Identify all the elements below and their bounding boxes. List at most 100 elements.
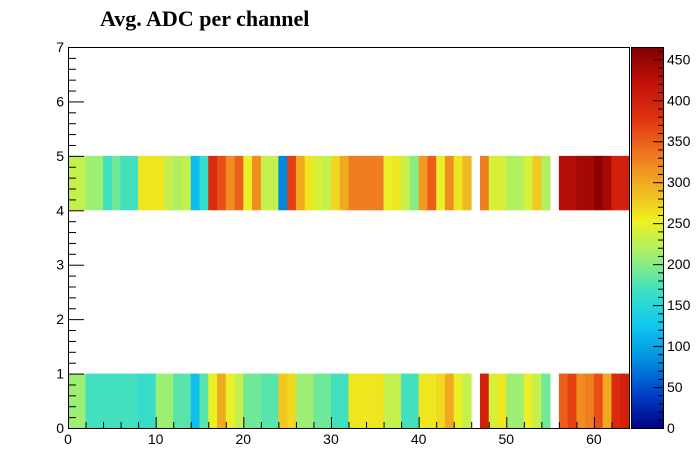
y-tick-label: 5 [56,148,64,164]
heatmap-cells [68,155,630,428]
palette-band [631,345,663,350]
heatmap-cell [418,155,428,211]
heatmap-cell [593,155,604,211]
heatmap-cell [558,155,569,211]
palette-band [631,199,663,204]
palette-band [631,75,663,80]
heatmap-cell [138,155,148,211]
heatmap-cell [374,155,384,211]
palette-band [631,358,663,362]
heatmap-cell [94,373,104,428]
palette-band [631,310,663,315]
heatmap-cell [330,155,341,211]
palette-band [631,227,663,232]
x-tick-label: 0 [64,431,72,447]
palette-band [631,148,663,153]
heatmap-cell [593,373,604,428]
heatmap-cell [401,373,411,428]
palette-band [631,81,663,86]
palette-band [631,221,663,226]
colorbar-tick-label: 150 [667,297,691,313]
palette-band [631,332,663,337]
palette-band [631,247,663,251]
heatmap-cell [383,373,393,428]
heatmap-cell [313,155,323,211]
heatmap-cell [567,373,577,428]
heatmap-cell [129,373,139,428]
y-tick-label: 6 [56,93,64,109]
heatmap-cell [76,373,86,428]
y-tick-label: 1 [56,366,64,382]
palette-band [631,56,663,61]
heatmap-cell [366,155,376,211]
heatmap-cell [146,373,157,428]
heatmap-cell [94,155,104,211]
palette-band [631,142,663,146]
palette-band [631,364,663,369]
heatmap-cell [348,155,358,211]
heatmap-cell [488,155,498,211]
palette-band [631,396,663,400]
palette-band [631,405,663,410]
heatmap-cell [462,155,472,211]
palette-band [631,259,663,264]
heatmap-cell [620,373,630,428]
heatmap-cell [260,373,271,428]
colorbar-tick-label: 450 [667,51,691,67]
heatmap-cell [401,155,411,211]
palette-band [631,180,663,185]
palette-band [631,380,663,385]
palette-band [631,53,663,58]
heatmap-cell [383,155,393,211]
palette-band [631,240,663,245]
heatmap-cell [409,155,420,211]
heatmap-cell [155,373,165,428]
palette-band [631,177,663,181]
heatmap-cell [181,155,192,211]
heatmap-cell [585,373,595,428]
heatmap-cell [146,155,157,211]
heatmap-cell [243,155,253,211]
palette-band [631,326,663,331]
colorbar-tick-label: 400 [667,92,691,108]
palette-band [631,167,663,172]
palette-band [631,342,663,346]
heatmap-cell [190,155,200,211]
palette-band [631,367,663,372]
heatmap-cell [602,373,612,428]
heatmap-cell [103,373,113,428]
heatmap-cell [155,155,165,211]
palette-band [631,234,663,238]
palette-band [631,116,663,121]
palette-band [631,262,663,267]
heatmap-cell [366,373,376,428]
palette-band [631,151,663,156]
heatmap-cell [567,155,577,211]
heatmap-cell [278,373,288,428]
palette-band [631,304,663,308]
palette-band [631,329,663,334]
heatmap-cell [85,155,95,211]
heatmap-cell [444,373,455,428]
palette-band [631,113,663,118]
heatmap-cell [462,373,472,428]
heatmap-cell [287,373,297,428]
palette-band [631,164,663,169]
palette-band [631,154,663,159]
palette-band [631,393,663,397]
heatmap-cell [164,373,174,428]
palette-band [631,294,663,299]
heatmap-cell [278,155,288,211]
heatmap-cell [523,373,533,428]
palette-band [631,424,663,429]
palette-band [631,339,663,343]
heatmap-cell [138,373,148,428]
heatmap-cell [225,373,235,428]
palette-band [631,107,663,111]
heatmap-cell [234,155,244,211]
colorbar-axis: 0 50 100 150 200 250 300 350 400 450 [653,47,691,436]
palette-band [631,285,663,289]
palette-band [631,91,663,96]
palette-band [631,218,663,223]
